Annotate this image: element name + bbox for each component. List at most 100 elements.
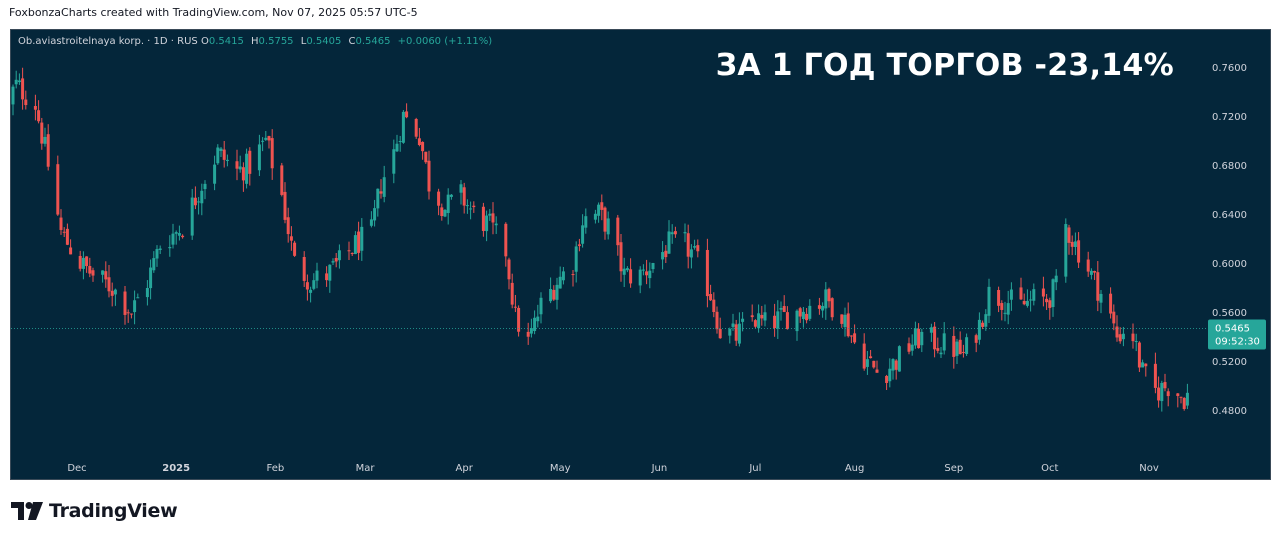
candle-body[interactable] [526,331,530,337]
candle-body[interactable] [961,351,965,353]
candle-body[interactable] [459,184,463,193]
candle-body[interactable] [1166,391,1170,397]
candle-body[interactable] [46,134,50,167]
candle-body[interactable] [600,202,604,210]
candle-body[interactable] [481,206,485,231]
candle-body[interactable] [683,232,687,234]
candle-body[interactable] [958,339,962,355]
candle-body[interactable] [424,151,428,163]
candle-body[interactable] [213,164,217,184]
candle-body[interactable] [1185,392,1189,406]
candle-body[interactable] [561,271,565,281]
candle-body[interactable] [267,136,271,141]
tradingview-brand[interactable]: TradingView [11,500,178,522]
candle-body[interactable] [779,307,783,310]
candle-body[interactable] [1032,289,1036,301]
candle-body[interactable] [795,310,799,332]
candle-body[interactable] [737,323,741,344]
candle-body[interactable] [888,368,892,382]
candle-body[interactable] [1086,259,1090,272]
candle-body[interactable] [14,79,18,85]
candle-body[interactable] [286,217,290,235]
candle-body[interactable] [753,320,757,327]
candle-body[interactable] [709,294,713,301]
candle-body[interactable] [360,226,364,251]
candle-body[interactable] [1048,300,1052,308]
candle-body[interactable] [728,328,732,336]
candle-body[interactable] [373,208,377,221]
candle-body[interactable] [280,165,284,195]
candle-body[interactable] [1006,303,1010,315]
candle-body[interactable] [382,177,386,197]
candle-body[interactable] [1118,334,1122,342]
candle-body[interactable] [104,271,108,280]
candle-body[interactable] [846,313,850,337]
candle-body[interactable] [917,328,921,349]
candle-body[interactable] [113,289,117,295]
candle-body[interactable] [427,160,431,192]
candle-body[interactable] [414,118,418,137]
candle-body[interactable] [302,256,306,281]
candle-body[interactable] [689,249,693,258]
candle-body[interactable] [197,201,201,203]
candle-body[interactable] [517,307,521,332]
candle-body[interactable] [200,190,204,204]
candle-body[interactable] [1041,288,1045,297]
candle-body[interactable] [891,359,895,371]
candle-body[interactable] [1141,362,1145,368]
candle-body[interactable] [1093,271,1097,273]
candle-body[interactable] [245,153,249,184]
candle-body[interactable] [843,314,847,328]
candle-body[interactable] [264,137,268,140]
candle-body[interactable] [664,250,668,258]
candle-body[interactable] [1099,293,1103,303]
candle-body[interactable] [309,289,313,293]
candle-body[interactable] [920,331,924,346]
candle-body[interactable] [533,317,537,332]
candle-body[interactable] [328,264,332,281]
candle-body[interactable] [126,312,130,314]
candle-body[interactable] [776,311,780,329]
candle-body[interactable] [942,333,946,351]
candle-body[interactable] [59,217,63,230]
candle-body[interactable] [145,287,149,298]
candle-body[interactable] [1160,382,1164,402]
candle-body[interactable] [629,269,633,284]
candle-body[interactable] [597,204,601,216]
candle-body[interactable] [696,245,700,252]
candle-body[interactable] [593,213,597,220]
candle-body[interactable] [107,277,111,292]
candle-body[interactable] [1009,289,1013,300]
candle-body[interactable] [238,166,242,170]
candle-body[interactable] [827,288,831,302]
candle-body[interactable] [622,268,626,275]
candle-body[interactable] [334,257,338,262]
candle-body[interactable] [645,271,649,276]
candle-body[interactable] [235,161,239,169]
candle-body[interactable] [955,341,959,356]
candle-body[interactable] [158,248,162,250]
candle-body[interactable] [693,246,697,248]
candle-body[interactable] [933,326,937,350]
candle-body[interactable] [974,335,978,343]
candle-body[interactable] [760,314,764,319]
candle-body[interactable] [952,335,956,357]
candle-body[interactable] [1096,272,1100,301]
candle-body[interactable] [1115,326,1119,338]
candle-body[interactable] [350,252,354,255]
candle-body[interactable] [241,167,245,181]
candle-body[interactable] [257,144,261,171]
candle-body[interactable] [174,232,178,234]
candle-body[interactable] [440,207,444,216]
candle-body[interactable] [91,270,95,276]
candle-body[interactable] [248,150,252,174]
candle-body[interactable] [465,205,469,207]
candle-body[interactable] [712,299,716,313]
candle-body[interactable] [910,344,914,351]
candle-body[interactable] [472,205,476,208]
candle-body[interactable] [651,263,655,270]
candle-body[interactable] [750,315,754,318]
candle-body[interactable] [997,290,1001,306]
candle-body[interactable] [625,268,629,271]
candle-body[interactable] [398,141,402,143]
